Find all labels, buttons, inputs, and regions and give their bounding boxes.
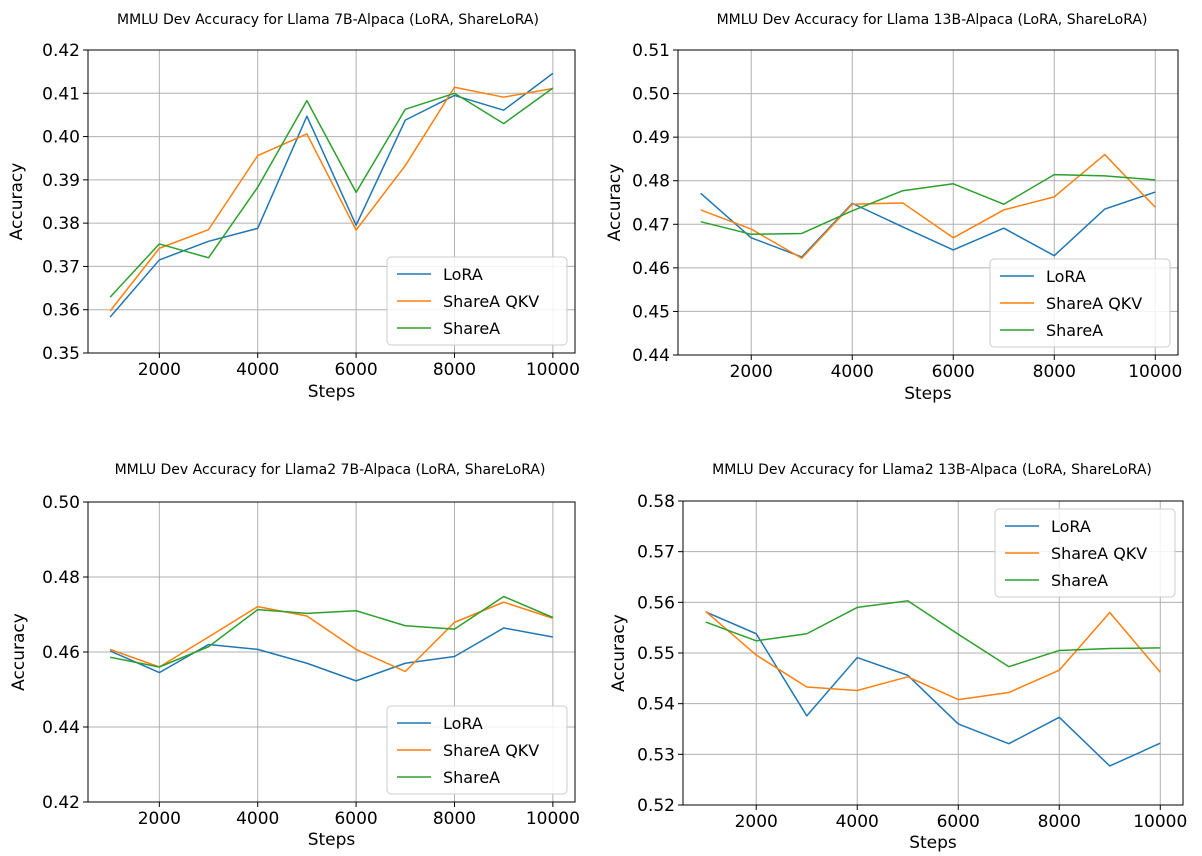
y-tick-label: 0.58 [637, 492, 675, 512]
y-tick-label: 0.57 [637, 543, 675, 563]
x-tick-label: 2000 [138, 809, 181, 829]
y-tick-label: 0.51 [632, 41, 670, 61]
series-line-sharea [700, 173, 1156, 236]
x-axis-label: Steps [909, 833, 957, 852]
x-tick-label: 10000 [526, 809, 580, 829]
y-tick-label: 0.56 [637, 593, 675, 613]
chart-2: MMLU Dev Accuracy for Llama 13B-Alpaca (… [605, 12, 1182, 404]
legend-entry: LoRA [1051, 517, 1091, 536]
x-tick-label: 4000 [836, 812, 879, 832]
x-tick-label: 8000 [433, 360, 476, 380]
y-tick-label: 0.46 [42, 643, 80, 663]
x-tick-label: 6000 [937, 812, 980, 832]
chart-title: MMLU Dev Accuracy for Llama2 7B-Alpaca (… [115, 462, 546, 478]
y-tick-label: 0.47 [632, 215, 670, 235]
series-line-sharea [109, 595, 554, 668]
y-tick-label: 0.41 [42, 84, 80, 104]
legend-entry: ShareA [1046, 321, 1103, 340]
series-line-sharea-qkv [705, 610, 1161, 701]
y-tick-label: 0.42 [42, 793, 80, 813]
legend: LoRA ShareA QKV ShareA [386, 705, 568, 795]
legend-entry: LoRA [443, 714, 483, 733]
y-tick-label: 0.54 [637, 695, 675, 715]
x-tick-label: 10000 [1128, 362, 1182, 382]
legend-entry: ShareA [443, 319, 500, 338]
y-tick-label: 0.38 [42, 214, 80, 234]
legend-entry: LoRA [443, 265, 483, 284]
series-line-lora [109, 627, 553, 682]
y-tick-label: 0.50 [632, 85, 670, 105]
y-axis-label: Accuracy [7, 163, 27, 241]
axes-frame [677, 49, 1179, 356]
legend: LoRA ShareA QKV ShareA [989, 258, 1171, 348]
legend-box [989, 258, 1171, 348]
legend: LoRA ShareA QKV ShareA [994, 508, 1176, 598]
y-tick-label: 0.35 [42, 344, 80, 364]
x-axis-label: Steps [308, 830, 356, 850]
legend-box [994, 508, 1176, 598]
y-tick-label: 0.42 [42, 41, 80, 61]
y-tick-label: 0.44 [42, 718, 80, 738]
axes-frame [87, 49, 576, 354]
y-tick-label: 0.48 [42, 568, 80, 588]
chart-title: MMLU Dev Accuracy for Llama 13B-Alpaca (… [717, 12, 1148, 28]
chart-1: MMLU Dev Accuracy for Llama 7B-Alpaca (L… [7, 12, 580, 402]
chart-3: MMLU Dev Accuracy for Llama2 7B-Alpaca (… [9, 462, 580, 850]
chart-4: MMLU Dev Accuracy for Llama2 13B-Alpaca … [609, 462, 1187, 853]
x-tick-label: 4000 [236, 360, 279, 380]
x-tick-label: 6000 [932, 362, 975, 382]
y-axis-label: Accuracy [605, 164, 625, 242]
y-axis-label: Accuracy [9, 613, 29, 691]
y-tick-label: 0.49 [632, 128, 670, 148]
x-tick-label: 8000 [1033, 362, 1076, 382]
x-tick-label: 2000 [735, 812, 778, 832]
legend-entry: ShareA QKV [1051, 544, 1147, 563]
legend-entry: ShareA [1051, 571, 1108, 590]
x-tick-label: 2000 [730, 362, 773, 382]
y-tick-label: 0.55 [637, 644, 675, 664]
x-tick-label: 6000 [334, 809, 377, 829]
series-line-sharea-qkv [109, 86, 553, 312]
y-tick-label: 0.36 [42, 301, 80, 321]
series-line-lora [705, 611, 1161, 767]
y-tick-label: 0.44 [632, 346, 670, 366]
y-tick-label: 0.40 [42, 128, 80, 148]
chart-title: MMLU Dev Accuracy for Llama 7B-Alpaca (L… [117, 12, 539, 28]
legend-box [386, 705, 568, 795]
x-tick-label: 6000 [334, 360, 377, 380]
legend-entry: ShareA QKV [443, 292, 539, 311]
legend-box [386, 256, 568, 346]
series-line-sharea [705, 600, 1161, 668]
x-axis-label: Steps [904, 384, 952, 404]
legend: LoRA ShareA QKV ShareA [386, 256, 568, 346]
series-line-sharea [109, 87, 554, 298]
legend-entry: ShareA [443, 768, 500, 787]
x-tick-label: 10000 [526, 360, 580, 380]
x-tick-label: 2000 [138, 360, 181, 380]
series-line-lora [700, 191, 1156, 258]
x-tick-label: 8000 [1038, 812, 1081, 832]
chart-title: MMLU Dev Accuracy for Llama2 13B-Alpaca … [712, 462, 1152, 478]
y-tick-label: 0.48 [632, 172, 670, 192]
x-tick-label: 4000 [236, 809, 279, 829]
y-tick-label: 0.45 [632, 302, 670, 322]
y-tick-label: 0.39 [42, 171, 80, 191]
legend-entry: ShareA QKV [1046, 294, 1142, 313]
y-axis-label: Accuracy [609, 614, 629, 692]
y-tick-label: 0.46 [632, 259, 670, 279]
legend-entry: ShareA QKV [443, 741, 539, 760]
legend-entry: LoRA [1046, 267, 1086, 286]
x-tick-label: 4000 [831, 362, 874, 382]
x-tick-label: 8000 [433, 809, 476, 829]
x-axis-label: Steps [308, 382, 356, 402]
x-tick-label: 10000 [1133, 812, 1187, 832]
y-tick-label: 0.53 [637, 745, 675, 765]
y-tick-label: 0.50 [42, 493, 80, 513]
y-tick-label: 0.52 [637, 796, 675, 816]
y-tick-label: 0.37 [42, 257, 80, 277]
series-line-sharea-qkv [700, 153, 1156, 260]
